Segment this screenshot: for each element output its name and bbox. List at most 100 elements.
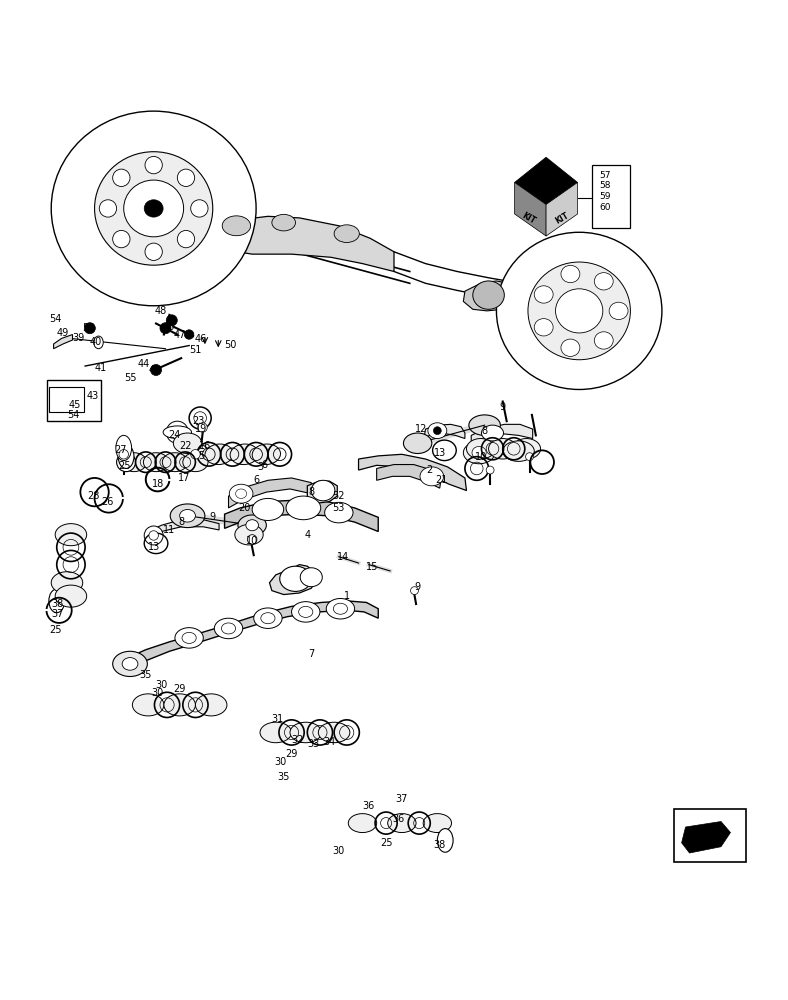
Text: 45: 45 (69, 400, 81, 410)
Text: 52: 52 (333, 491, 345, 501)
Text: 30: 30 (155, 680, 168, 690)
Ellipse shape (261, 613, 275, 624)
Text: 53: 53 (333, 503, 345, 513)
Ellipse shape (162, 453, 188, 472)
Ellipse shape (481, 425, 504, 441)
Polygon shape (205, 216, 394, 271)
Text: 12: 12 (415, 424, 428, 434)
Text: 13: 13 (433, 448, 446, 458)
Ellipse shape (534, 286, 553, 303)
Text: 9: 9 (500, 402, 506, 412)
Ellipse shape (526, 453, 533, 461)
Ellipse shape (333, 603, 348, 614)
Text: 2: 2 (426, 465, 433, 475)
Bar (49, 387, 84, 412)
Text: 11: 11 (163, 525, 176, 535)
Ellipse shape (113, 169, 130, 186)
Text: 7: 7 (308, 649, 314, 659)
Text: 22: 22 (180, 441, 192, 451)
Text: 56: 56 (82, 323, 95, 333)
Ellipse shape (84, 323, 95, 334)
Polygon shape (682, 822, 730, 853)
Text: 35: 35 (277, 772, 290, 782)
Ellipse shape (292, 602, 320, 622)
Ellipse shape (149, 531, 158, 540)
Text: 16: 16 (199, 441, 211, 451)
Ellipse shape (229, 484, 253, 503)
Polygon shape (125, 601, 378, 669)
Text: KIT: KIT (520, 211, 537, 226)
Ellipse shape (561, 339, 580, 356)
Ellipse shape (472, 446, 486, 459)
Ellipse shape (164, 694, 195, 716)
Ellipse shape (191, 450, 200, 459)
Ellipse shape (252, 444, 281, 465)
Ellipse shape (280, 566, 311, 591)
Ellipse shape (230, 444, 258, 465)
Text: 8: 8 (178, 517, 184, 527)
Text: 29: 29 (173, 684, 186, 694)
Ellipse shape (121, 453, 147, 472)
Text: 27: 27 (114, 445, 127, 455)
Ellipse shape (51, 111, 256, 306)
Text: 44: 44 (137, 359, 150, 369)
Text: 35: 35 (139, 670, 152, 680)
Ellipse shape (528, 262, 630, 360)
Ellipse shape (181, 444, 210, 465)
Text: 18: 18 (151, 479, 164, 489)
Ellipse shape (113, 230, 130, 248)
Ellipse shape (420, 467, 444, 486)
Polygon shape (515, 182, 546, 236)
Ellipse shape (94, 336, 103, 349)
Ellipse shape (191, 200, 208, 217)
Text: 13: 13 (148, 542, 161, 552)
Ellipse shape (132, 694, 164, 716)
Text: 8: 8 (308, 487, 314, 497)
Text: 46: 46 (195, 334, 207, 344)
Bar (674, 809, 746, 862)
Text: 37: 37 (396, 794, 408, 804)
Ellipse shape (252, 498, 284, 520)
Ellipse shape (221, 623, 236, 634)
Text: 8: 8 (481, 426, 488, 436)
Ellipse shape (222, 216, 251, 236)
Text: 34: 34 (323, 737, 336, 747)
Ellipse shape (503, 441, 534, 461)
Text: 36: 36 (392, 814, 404, 824)
Bar (47, 380, 101, 421)
Text: 25: 25 (49, 625, 61, 635)
Ellipse shape (489, 439, 517, 459)
Ellipse shape (326, 598, 355, 619)
Text: 55: 55 (125, 373, 137, 383)
Ellipse shape (433, 427, 441, 435)
Text: 26: 26 (101, 497, 113, 507)
Text: 51: 51 (189, 345, 202, 355)
Ellipse shape (113, 651, 147, 677)
Text: 20: 20 (238, 503, 251, 513)
Text: 48: 48 (154, 306, 167, 316)
Text: 10: 10 (474, 452, 487, 462)
Ellipse shape (469, 415, 500, 435)
Text: 14: 14 (336, 552, 349, 562)
Ellipse shape (609, 302, 628, 320)
Ellipse shape (247, 535, 257, 544)
Ellipse shape (99, 200, 117, 217)
Ellipse shape (403, 433, 432, 454)
Ellipse shape (466, 439, 495, 459)
Ellipse shape (300, 568, 322, 587)
Ellipse shape (463, 442, 495, 464)
Polygon shape (54, 335, 72, 349)
Ellipse shape (290, 722, 322, 743)
Ellipse shape (49, 589, 65, 613)
Ellipse shape (299, 606, 313, 617)
Text: 1: 1 (344, 591, 350, 601)
Ellipse shape (145, 156, 162, 174)
Text: 37: 37 (51, 609, 64, 619)
Ellipse shape (423, 814, 452, 833)
Polygon shape (463, 281, 516, 311)
Text: 32: 32 (291, 735, 303, 745)
Ellipse shape (236, 489, 247, 498)
Polygon shape (269, 565, 317, 595)
Ellipse shape (205, 444, 233, 465)
Bar (592, 165, 630, 228)
